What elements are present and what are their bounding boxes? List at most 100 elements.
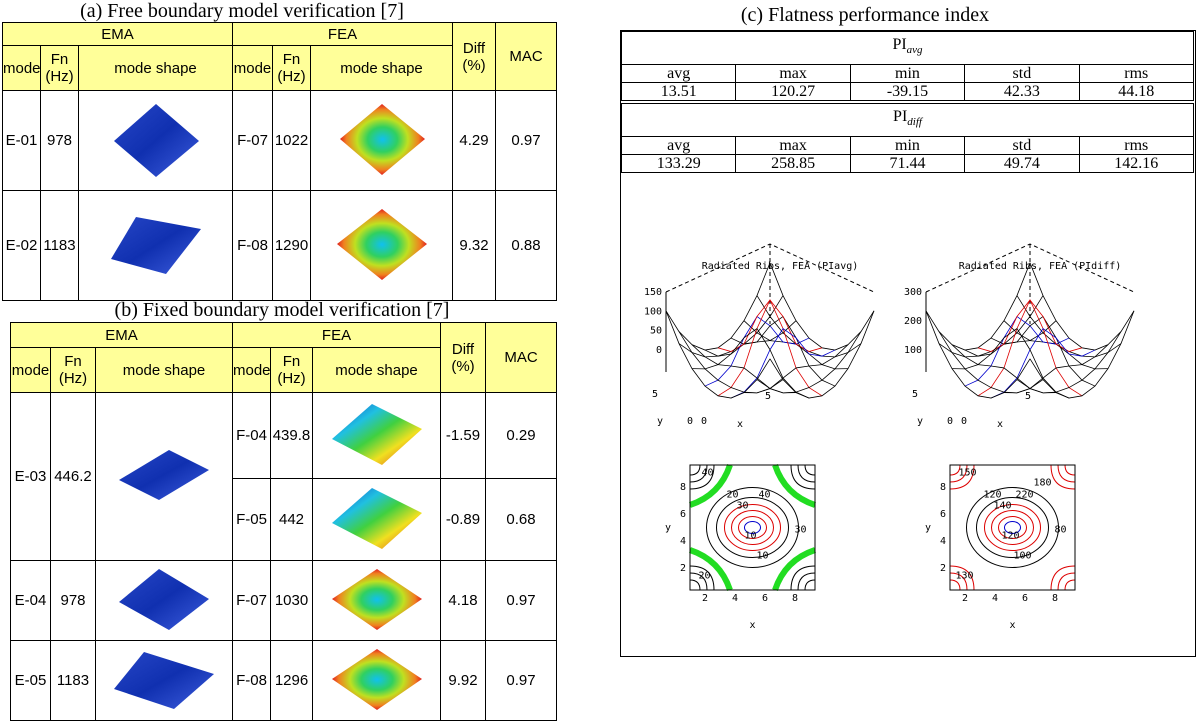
contour-label: 130 [955,571,973,582]
column-header: avg [622,137,736,155]
contour-label: 40 [701,468,713,479]
x-tick-label: 8 [1052,593,1058,604]
row: PIdiff [622,102,1194,137]
fea-shape [327,483,427,553]
axis-label: x [1009,620,1015,631]
cell: 258.85 [736,155,850,173]
cell: 1183 [51,641,96,721]
tick-label: 0 [961,416,967,427]
cell: 4.18 [441,561,486,641]
cell: 0.88 [496,191,557,301]
ema-shape [111,99,201,179]
contour-label: 140 [993,501,1011,512]
contour-label: 150 [958,468,976,479]
mode-shape [96,393,233,561]
cell: 120.27 [736,83,850,103]
ema-shape [109,644,219,714]
column-header: rms [1079,137,1193,155]
cell: 71.44 [850,155,964,173]
contour-label: 220 [1015,490,1033,501]
contour-label: 10 [744,531,756,542]
cell: E-01 [3,91,41,191]
header: mode [233,348,271,393]
header: Fn (Hz) [273,46,311,91]
header: mode shape [313,348,441,393]
contour-label: 120 [983,490,1001,501]
tick-label: 0 [701,416,707,427]
contour-label: 30 [794,525,806,536]
surface-mesh [770,311,874,398]
axis-label: x [737,419,743,430]
z-tick-label: 200 [904,316,922,327]
axis-label: y [917,416,923,427]
caption: (c) Flatness performance index [700,4,1030,27]
cell: F-04 [233,393,271,479]
surface-mesh [991,317,1095,387]
cell: F-08 [233,641,271,721]
cell: 1296 [271,641,313,721]
cell: 142.16 [1079,155,1193,173]
symbol: PI [893,108,907,125]
cell: 978 [51,561,96,641]
header: EMA [11,323,233,348]
surface-mesh [965,317,1069,387]
header: mode [3,46,41,91]
column-header: max [736,65,850,83]
y-tick-label: 8 [940,482,946,493]
cell: 0.97 [486,561,557,641]
mode-shape [96,641,233,721]
fea-shape [327,564,427,634]
z-tick-label: 100 [644,306,662,317]
cell: 9.92 [441,641,486,721]
fea-shape [327,644,427,714]
z-tick-label: 50 [650,326,662,337]
contour-label: 40 [758,490,770,501]
cell: -1.59 [441,393,486,479]
column-header: rms [1079,65,1193,83]
cell: E-05 [11,641,51,721]
cell: F-07 [233,91,273,191]
cell: -39.15 [850,83,964,103]
contour-label: 30 [736,501,748,512]
surface-mesh [692,345,796,393]
cell: 0.68 [486,479,557,561]
header: FEA [233,323,441,348]
cell: -0.89 [441,479,486,561]
cell: 0.97 [486,641,557,721]
surface-mesh [705,317,809,387]
surface-mesh [731,317,835,387]
header: mode shape [96,348,233,393]
column-header: std [965,137,1079,155]
surface-mesh [926,311,1030,398]
z-tick-label: 0 [656,345,662,356]
surface-mesh [952,321,1056,369]
plot-title: Radiated Ribs, FEA (PIdiff) [959,261,1122,272]
column-header: min [850,65,964,83]
x-tick-label: 8 [792,593,798,604]
cell: 13.51 [622,83,736,103]
surface-mesh [744,345,848,393]
mode-shape [311,91,453,191]
mode-shape [79,191,233,301]
header: Diff (%) [453,23,496,91]
row: 133.29258.8571.4449.74142.16 [622,155,1194,173]
cell: 0.29 [486,393,557,479]
header: EMA [3,23,233,46]
cell: 4.29 [453,91,496,191]
mode-shape [313,561,441,641]
tick-label: 0 [687,416,693,427]
contour-label: 180 [1033,478,1051,489]
column-header: min [850,137,964,155]
mode-shape [313,393,441,479]
plot-title: Radiated Ribs, FEA (PIavg) [702,261,859,272]
y-tick-label: 6 [680,509,686,520]
header: Fn (Hz) [271,348,313,393]
cell: 442 [271,479,313,561]
ema-shape [114,445,214,505]
cell: 439.8 [271,393,313,479]
cell: E-04 [11,561,51,641]
axis-label: y [925,523,931,534]
table-a: EMAFEADiff (%)MAC modeFn (Hz)mode shapem… [2,22,557,301]
